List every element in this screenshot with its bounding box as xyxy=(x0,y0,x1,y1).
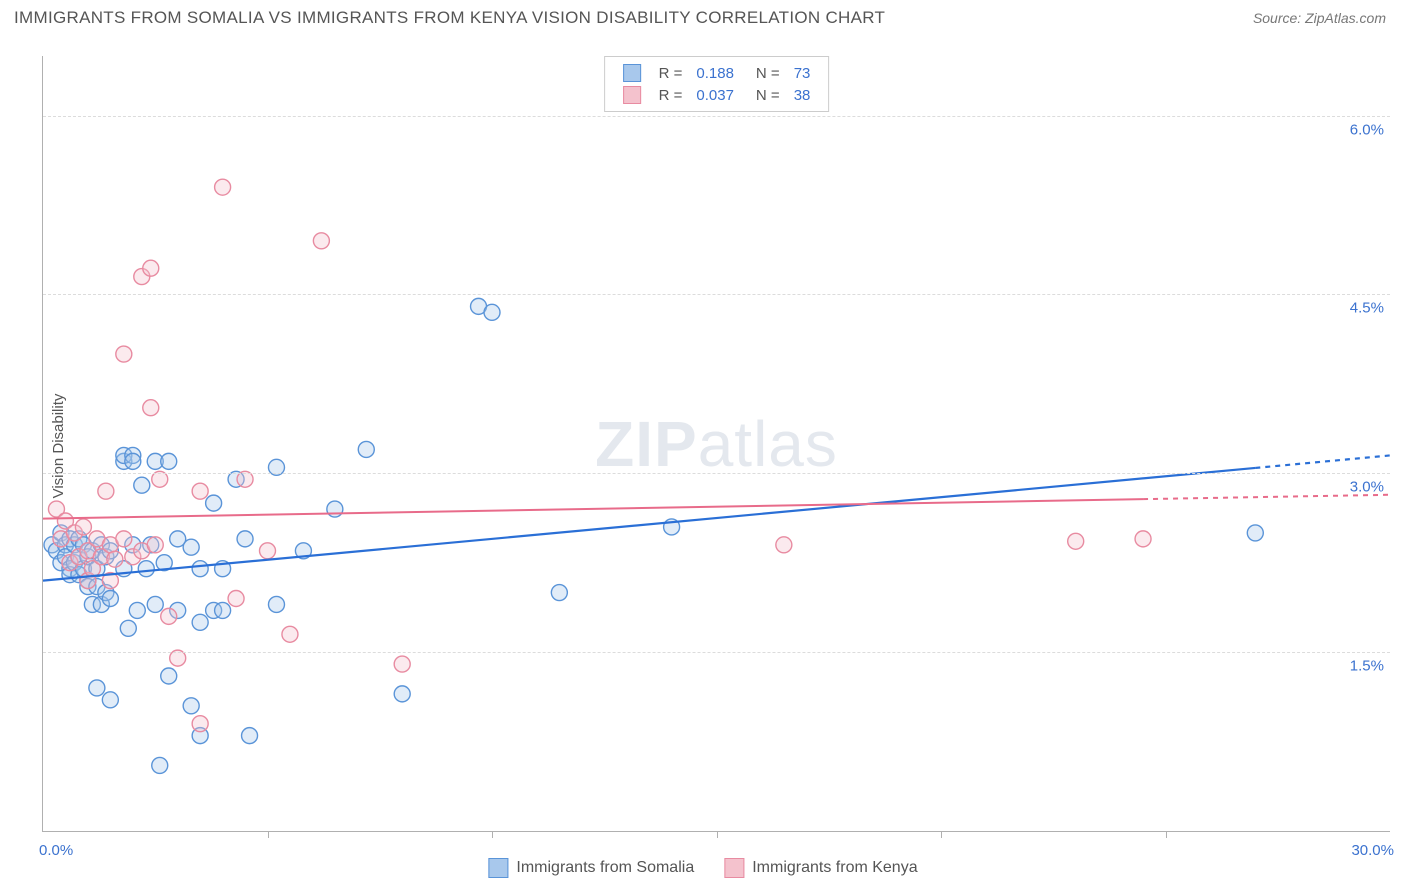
scatter-chart: ZIPatlas R =0.188N =73R =0.037N =38 0.0%… xyxy=(42,56,1390,832)
y-tick-label: 4.5% xyxy=(1350,300,1384,317)
gridline xyxy=(43,652,1390,653)
x-tick xyxy=(717,831,718,838)
x-tick xyxy=(941,831,942,838)
y-tick-label: 3.0% xyxy=(1350,479,1384,496)
series-legend: Immigrants from Somalia Immigrants from K… xyxy=(488,858,917,878)
x-tick xyxy=(492,831,493,838)
chart-title: IMMIGRANTS FROM SOMALIA VS IMMIGRANTS FR… xyxy=(14,8,885,28)
gridline xyxy=(43,473,1390,474)
y-tick-label: 1.5% xyxy=(1350,658,1384,675)
source-attribution: Source: ZipAtlas.com xyxy=(1253,10,1386,26)
legend-item: Immigrants from Somalia xyxy=(488,858,694,878)
correlation-legend: R =0.188N =73R =0.037N =38 xyxy=(604,56,830,112)
gridline xyxy=(43,116,1390,117)
y-tick-label: 6.0% xyxy=(1350,121,1384,138)
legend-row: R =0.188N =73 xyxy=(617,63,817,83)
legend-item: Immigrants from Kenya xyxy=(724,858,917,878)
x-axis-min-label: 0.0% xyxy=(39,842,73,859)
chart-svg-layer xyxy=(43,56,1390,831)
legend-row: R =0.037N =38 xyxy=(617,85,817,105)
chart-header: IMMIGRANTS FROM SOMALIA VS IMMIGRANTS FR… xyxy=(0,0,1406,32)
x-tick xyxy=(268,831,269,838)
gridline xyxy=(43,294,1390,295)
x-tick xyxy=(1166,831,1167,838)
x-axis-max-label: 30.0% xyxy=(1351,842,1394,859)
